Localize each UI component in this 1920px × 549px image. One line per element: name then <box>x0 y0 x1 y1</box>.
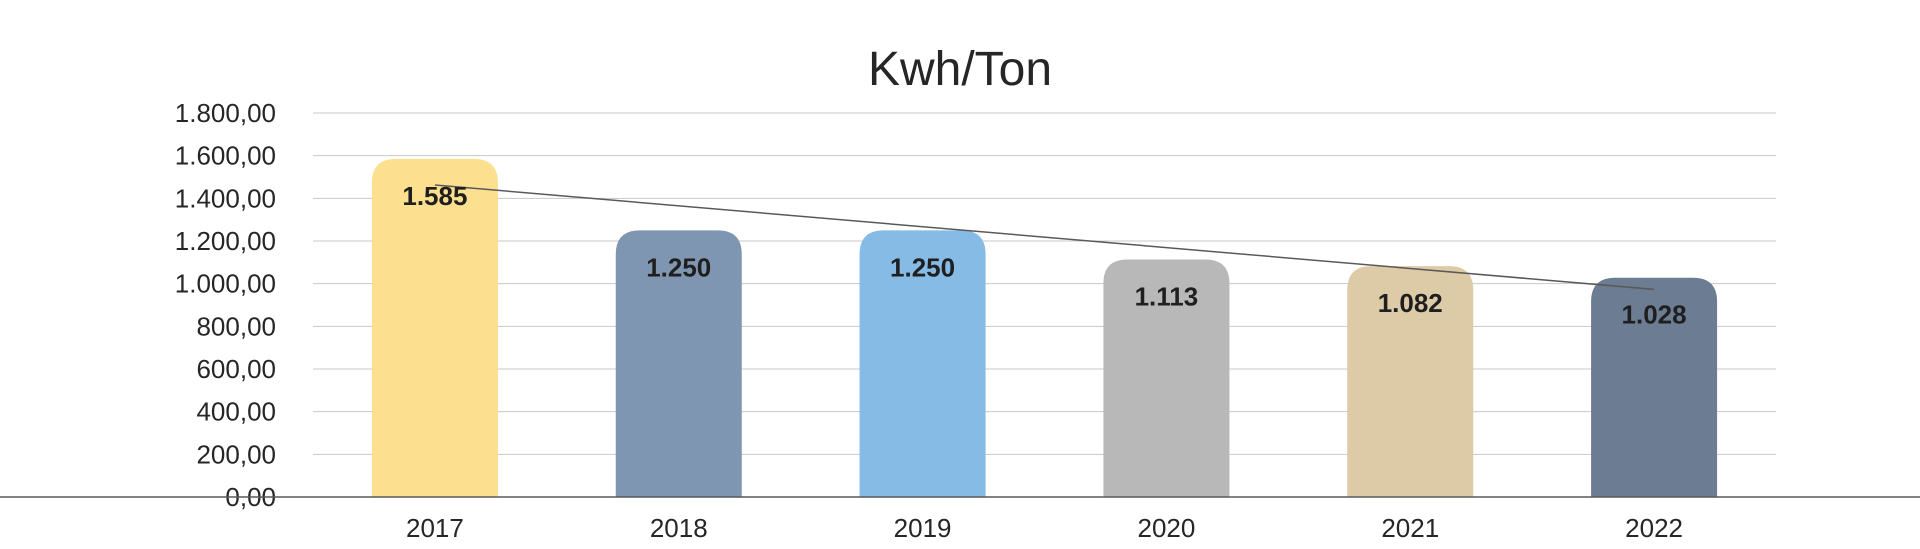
data-label-2020: 1.113 <box>1135 282 1199 312</box>
trendline-group <box>434 184 1655 291</box>
chart-title: Kwh/Ton <box>868 43 1052 96</box>
x-tick-label-2018: 2018 <box>650 513 708 543</box>
y-tick-label: 1.800,00 <box>175 98 276 128</box>
y-tick-label: 1.400,00 <box>175 183 276 213</box>
data-labels: 1.585 1.250 1.250 1.113 1.082 1.028 <box>402 181 1686 330</box>
bar-2022 <box>1591 277 1718 497</box>
data-label-2019: 1.250 <box>890 252 955 282</box>
y-tick-label: 800,00 <box>196 311 276 341</box>
bar-2019 <box>859 230 986 498</box>
x-tick-label-2020: 2020 <box>1137 513 1195 543</box>
gridlines <box>313 112 1776 455</box>
y-tick-label: 1.000,00 <box>175 269 276 299</box>
x-tick-label-2017: 2017 <box>406 513 464 543</box>
trendline <box>434 184 1655 291</box>
y-axis-tick-labels: 0,00200,00400,00600,00800,001.000,001.20… <box>175 98 276 512</box>
x-tick-label-2019: 2019 <box>894 513 952 543</box>
data-label-2018: 1.250 <box>646 252 711 282</box>
y-tick-label: 1.200,00 <box>175 226 276 256</box>
y-tick-label: 200,00 <box>196 439 276 469</box>
y-tick-label: 1.600,00 <box>175 141 276 171</box>
bar-2021 <box>1347 266 1474 497</box>
data-label-2022: 1.028 <box>1622 300 1687 330</box>
y-tick-label: 400,00 <box>196 397 276 427</box>
x-tick-label-2022: 2022 <box>1625 513 1683 543</box>
data-label-2017: 1.585 <box>402 181 467 211</box>
bars <box>371 158 1718 498</box>
bar-2018 <box>615 230 742 498</box>
bar-2017 <box>371 158 498 497</box>
bar-2020 <box>1103 259 1230 497</box>
data-label-2021: 1.082 <box>1378 288 1443 318</box>
x-tick-label-2021: 2021 <box>1381 513 1439 543</box>
y-tick-label: 600,00 <box>196 354 276 384</box>
x-axis-tick-labels: 2017 2018 2019 2020 2021 2022 <box>406 513 1683 543</box>
